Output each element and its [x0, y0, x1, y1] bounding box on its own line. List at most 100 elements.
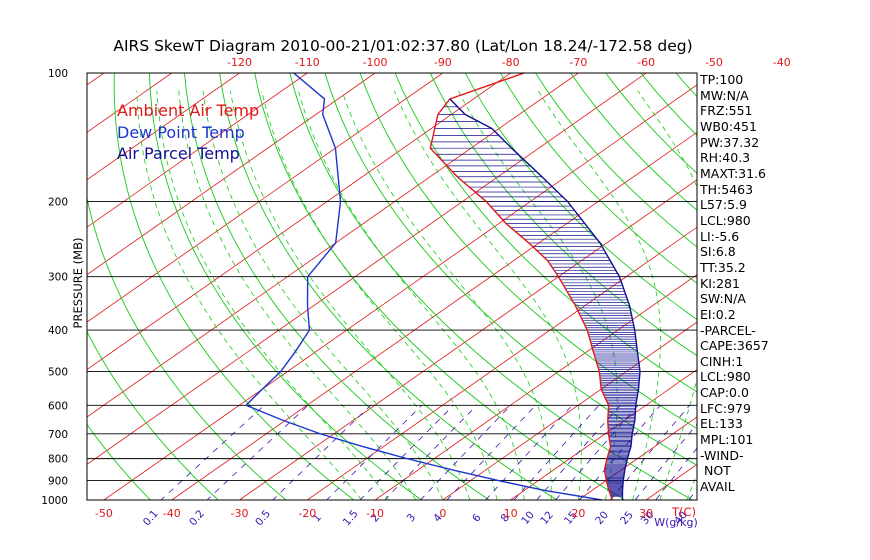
temp-tick-bottom: 20 — [571, 507, 585, 520]
mixing-ratio-label: 0.5 — [253, 508, 273, 529]
isotherm-line — [87, 73, 579, 418]
temp-tick-top: -80 — [502, 56, 520, 69]
stat-line: LCL:980 — [700, 212, 751, 228]
mixing-ratio-line — [655, 447, 697, 500]
chart-legend: Ambient Air Temp Dew Point Temp Air Parcel… — [117, 100, 259, 165]
dry-adiabat-line — [254, 73, 626, 500]
mixing-ratio-line — [688, 488, 697, 500]
mixing-ratio-label: 3 — [405, 512, 418, 525]
mixing-ratio-line — [384, 404, 478, 500]
dry-adiabat-line — [87, 423, 151, 500]
temp-tick-top: -100 — [363, 56, 388, 69]
plot-frame — [86, 72, 698, 501]
dry-adiabat-line — [816, 73, 870, 500]
series-dew-point-temp — [244, 73, 603, 500]
stat-line: MW:N/A — [700, 87, 749, 103]
temp-tick-top: -70 — [569, 56, 587, 69]
stat-line: L57:5.9 — [700, 197, 747, 213]
stat-line: SW:N/A — [700, 291, 746, 307]
stat-line: WB0:451 — [700, 118, 757, 134]
pressure-tick-label: 100 — [48, 68, 68, 80]
dry-adiabat-line — [781, 73, 870, 500]
moist-adiabat-line — [178, 90, 417, 500]
stat-line: TH:5463 — [700, 181, 754, 197]
isotherm-line — [442, 321, 697, 500]
stat-line: KI:281 — [700, 275, 740, 291]
mixing-ratio-line — [446, 404, 537, 500]
temp-tick-top: -60 — [637, 56, 655, 69]
isotherm-line — [307, 226, 697, 500]
stat-line: EI:0.2 — [700, 306, 736, 322]
temp-tick-top: -110 — [295, 56, 320, 69]
moist-adiabat-line — [136, 90, 362, 500]
dry-adiabat-line — [535, 73, 697, 248]
pressure-tick-label: 300 — [48, 272, 68, 284]
temp-tick-bottom: -30 — [231, 507, 249, 520]
mixing-ratio-label: 20 — [593, 509, 611, 527]
stat-line: PW:37.32 — [700, 134, 760, 150]
moist-adiabat-line — [229, 90, 471, 500]
mixing-ratio-line — [160, 404, 265, 500]
pressure-tick-label: 400 — [48, 325, 68, 337]
stat-line: CINH:1 — [700, 353, 744, 369]
stat-line: MAXT:31.6 — [700, 165, 766, 181]
pressure-tick-label: 600 — [48, 400, 68, 412]
chart-title: AIRS SkewT Diagram 2010-00-21/01:02:37.8… — [113, 37, 692, 55]
mixing-ratio-label: 0.2 — [187, 508, 207, 529]
stat-line: TT:35.2 — [700, 259, 746, 275]
mixing-ratio-line — [634, 423, 697, 500]
stat-line: LCL:980 — [700, 369, 751, 385]
stat-line: TP:100 — [700, 72, 744, 87]
dry-adiabat-line — [219, 73, 558, 500]
mixing-ratio-line — [359, 404, 454, 500]
stat-line: LFC:979 — [700, 400, 751, 416]
moist-adiabat-line — [298, 90, 525, 500]
mixing-ratio-line — [206, 404, 309, 500]
mixing-ratio-line — [326, 404, 423, 500]
dry-adiabat-line — [184, 73, 490, 500]
mixing-ratio-line — [578, 405, 661, 500]
isotherm-line — [578, 416, 697, 500]
isotherm-line — [782, 73, 870, 500]
stat-line: FRZ:551 — [700, 103, 753, 119]
dry-adiabat-line — [429, 73, 697, 357]
isotherm-line — [87, 73, 240, 181]
isotherm-line — [239, 179, 697, 500]
legend-item: Ambient Air Temp — [117, 101, 260, 120]
dry-adiabat-line — [500, 73, 697, 284]
temp-tick-bottom: -50 — [95, 507, 113, 520]
isotherm-line — [87, 73, 647, 465]
stat-line: LI:-5.6 — [700, 228, 740, 244]
temp-tick-top: -50 — [705, 56, 723, 69]
dry-adiabat-line — [87, 330, 219, 500]
pressure-tick-label: 800 — [48, 454, 68, 466]
stat-line: EL:133 — [700, 416, 743, 432]
mixing-ratio-line — [485, 404, 573, 500]
stat-line: NOT — [700, 463, 731, 479]
pressure-tick-label: 700 — [48, 429, 68, 441]
pressure-tick-label: 900 — [48, 475, 68, 487]
temp-tick-bottom: -10 — [366, 507, 384, 520]
series-ambient-air-temp — [429, 73, 613, 500]
mixing-ratio-label: 25 — [618, 509, 636, 527]
stat-line: CAPE:3657 — [700, 338, 769, 354]
pressure-tick-label: 500 — [48, 366, 68, 378]
temp-tick-bottom: 0 — [439, 507, 446, 520]
isotherm-line — [374, 274, 697, 500]
isotherm-line — [87, 73, 444, 323]
mixing-ratio-line — [513, 405, 600, 500]
stat-line: -PARCEL- — [700, 322, 756, 338]
y-axis-label: PRESSURE (MB) — [71, 238, 85, 329]
temp-tick-bottom: -40 — [163, 507, 181, 520]
legend-item: Air Parcel Temp — [117, 144, 240, 163]
temp-tick-top: -90 — [434, 56, 452, 69]
legend-item: Dew Point Temp — [117, 122, 245, 142]
isotherm-line — [87, 73, 308, 228]
mixing-ratio-label: 12 — [538, 509, 556, 527]
mixing-ratio-label: 6 — [470, 511, 484, 524]
mixing-ratio-line — [536, 405, 621, 500]
dry-adiabat-line — [148, 73, 422, 500]
mixing-ratio-line — [420, 404, 512, 500]
moist-adiabat-line — [537, 90, 661, 500]
